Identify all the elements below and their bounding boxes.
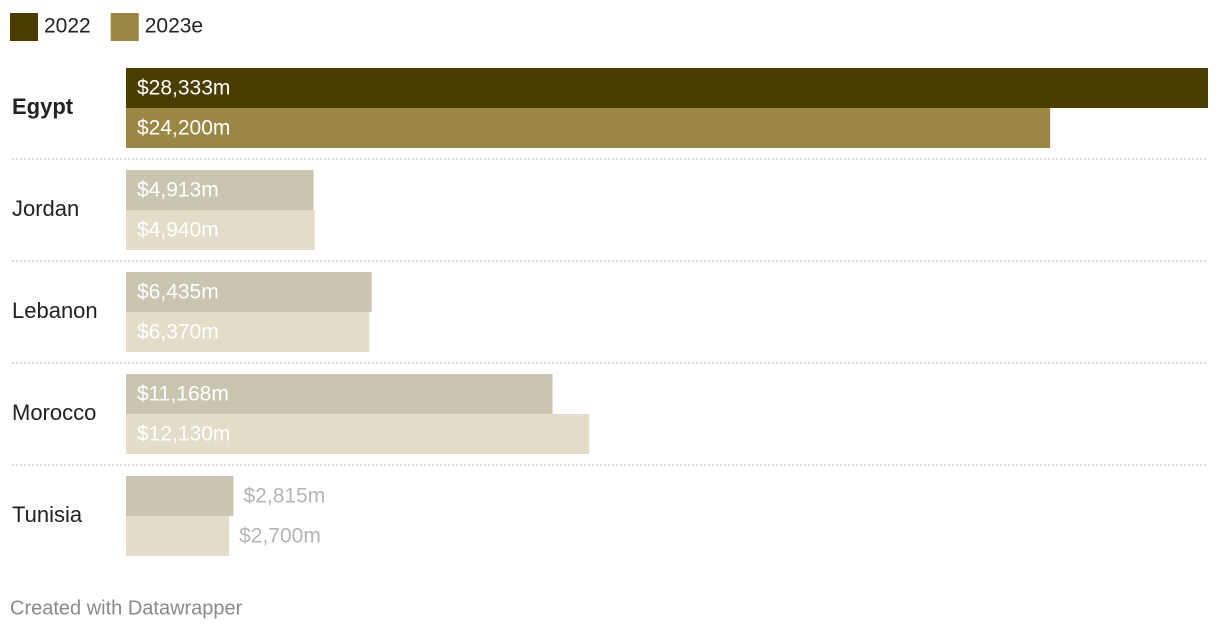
bar [126,170,314,210]
bar [126,272,372,312]
value-label: $4,940m [137,219,219,242]
value-label: $28,333m [137,77,230,100]
bar [126,108,1051,148]
value-label: $6,370m [137,321,219,344]
legend-label: 2022 [44,15,91,38]
value-label: $11,168m [137,383,229,406]
value-label: $2,815m [244,485,326,508]
legend-label: 2023e [145,15,203,38]
category-label: Tunisia [12,502,83,527]
bar [126,312,370,352]
legend-swatch [10,13,38,41]
bar [126,516,230,556]
bar [126,210,315,250]
bar [126,414,590,454]
category-label: Jordan [12,196,79,221]
bar [126,476,234,516]
category-label: Egypt [12,94,74,119]
value-label: $24,200m [137,117,230,140]
bar [126,374,553,414]
value-label: $2,700m [239,525,321,548]
legend-swatch [110,13,139,41]
value-label: $12,130m [137,423,230,446]
bar [126,68,1208,108]
category-label: Lebanon [12,298,98,323]
value-label: $4,913m [137,179,219,202]
footer: Created with Datawrapper [10,597,243,619]
category-label: Morocco [12,400,96,425]
value-label: $6,435m [137,281,219,304]
